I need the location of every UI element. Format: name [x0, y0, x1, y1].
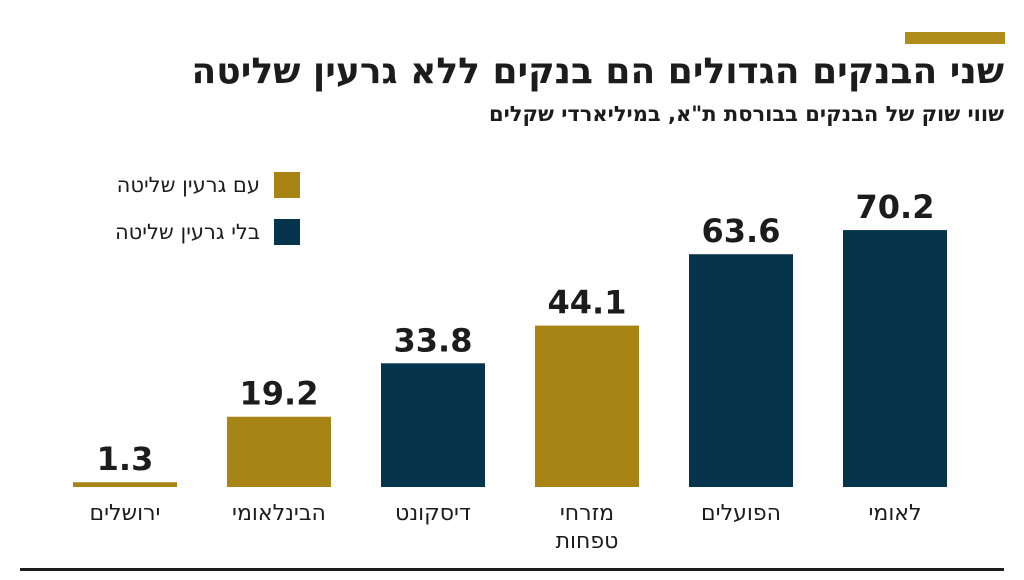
category-label-5-0: לאומי [868, 501, 921, 526]
bar-2 [381, 363, 485, 487]
accent-bar [905, 32, 1005, 44]
bottom-rule [20, 568, 1004, 571]
data-label-4: 63.6 [702, 212, 781, 250]
legend-swatch-with-core [274, 172, 300, 198]
chart-subtitle: שווי שוק של הבנקים בבורסת ת"א, במיליארדי… [488, 102, 1004, 126]
legend: עם גרעין שליטה בלי גרעין שליטה [50, 170, 300, 264]
legend-item-with-core: עם גרעין שליטה [50, 170, 300, 200]
data-label-1: 19.2 [240, 375, 319, 413]
legend-swatch-without-core [274, 219, 300, 245]
bar-3 [535, 325, 639, 487]
chart-title: שני הבנקים הגדולים הם בנקים ללא גרעין של… [191, 51, 1004, 92]
bar-1 [227, 416, 331, 487]
data-label-0: 1.3 [97, 440, 154, 478]
bar-4 [689, 254, 793, 487]
category-label-0-0: ירושלים [90, 501, 161, 526]
legend-item-without-core: בלי גרעין שליטה [50, 217, 300, 247]
legend-label-with-core: עם גרעין שליטה [116, 173, 260, 197]
data-label-2: 33.8 [394, 321, 473, 359]
data-label-3: 44.1 [548, 284, 627, 322]
category-label-1-0: הבינלאומי [232, 501, 326, 526]
category-label-2-0: דיסקונט [395, 501, 471, 526]
category-label-3-1: טפחות [556, 529, 619, 554]
category-label-4-0: הפועלים [701, 501, 781, 526]
category-label-3-0: מזרחי [560, 501, 614, 526]
bar-0 [73, 482, 177, 487]
bar-5 [843, 230, 947, 487]
data-label-5: 70.2 [856, 188, 935, 226]
legend-label-without-core: בלי גרעין שליטה [114, 220, 260, 244]
